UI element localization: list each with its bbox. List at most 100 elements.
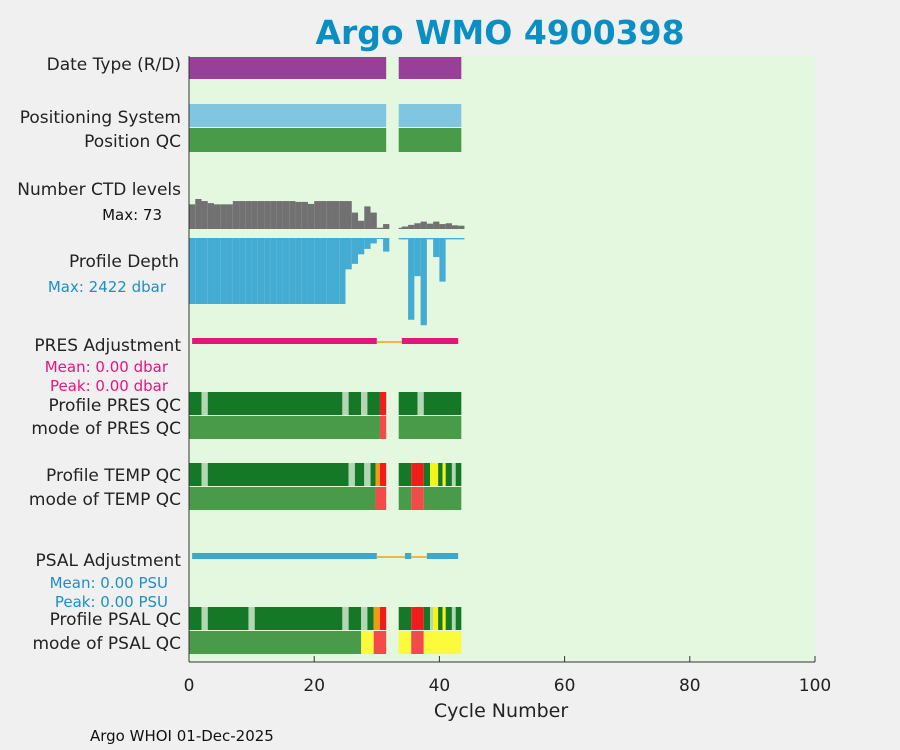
ctd-level-bar <box>245 201 252 229</box>
x-tick-label: 40 <box>429 676 451 696</box>
x-tick-label: 60 <box>554 676 576 696</box>
profile-psal-qc-segment <box>342 607 349 630</box>
ctd-level-bar <box>314 201 321 229</box>
profile-pres-qc-segment <box>417 392 424 415</box>
label-psal-peak: Peak: 0.00 PSU <box>55 593 168 611</box>
psal-adjustment-line <box>192 553 377 559</box>
x-tick-label: 0 <box>184 676 195 696</box>
profile-temp-qc-segment <box>364 463 371 486</box>
profile-depth-bar <box>276 238 283 304</box>
mode-psal-qc-segment <box>423 631 462 654</box>
positioning-system-bar <box>398 104 462 127</box>
ctd-level-bar <box>301 201 308 229</box>
profile-pres-qc-segment <box>207 392 343 415</box>
ctd-level-bar <box>383 224 390 229</box>
ctd-level-bar <box>401 226 409 229</box>
label-profile-psal-qc: Profile PSAL QC <box>50 610 181 630</box>
profile-depth-bar <box>207 238 215 304</box>
profile-depth-bar <box>458 238 465 240</box>
profile-psal-qc-segment <box>398 607 412 630</box>
ctd-level-bar <box>295 201 302 229</box>
label-mode-psal-qc: mode of PSAL QC <box>32 634 181 654</box>
profile-temp-qc-segment <box>201 463 208 486</box>
label-psal-mean: Mean: 0.00 PSU <box>50 574 168 592</box>
profile-psal-qc-segment <box>248 607 255 630</box>
ctd-level-bar <box>376 227 384 229</box>
profile-depth-bar <box>370 238 377 244</box>
label-mode-temp-qc: mode of TEMP QC <box>29 490 181 510</box>
profile-depth-bar <box>364 238 371 249</box>
ctd-level-bar <box>276 201 283 229</box>
profile-depth-bar <box>195 238 202 304</box>
ctd-level-bar <box>251 201 258 229</box>
profile-psal-qc-segment <box>379 607 387 630</box>
ctd-level-bar <box>320 201 327 229</box>
profile-temp-qc-segment <box>207 463 349 486</box>
label-mode-pres-qc: mode of PRES QC <box>31 419 181 439</box>
label-profile-temp-qc: Profile TEMP QC <box>46 466 181 486</box>
ctd-level-bar <box>364 206 371 229</box>
profile-pres-qc-segment <box>398 392 418 415</box>
profile-psal-qc-segment <box>207 607 249 630</box>
profile-psal-qc-segment <box>451 607 456 630</box>
profile-temp-qc-segment <box>438 463 443 486</box>
profile-temp-qc-segment <box>455 463 462 486</box>
ctd-level-bar <box>282 201 290 229</box>
position-qc-bar <box>398 128 462 152</box>
profile-temp-qc-segment <box>375 463 380 486</box>
psal-adjustment-line <box>376 556 405 558</box>
profile-psal-qc-segment <box>254 607 343 630</box>
ctd-level-bar <box>257 201 265 229</box>
chart-title: Argo WMO 4900398 <box>315 13 684 52</box>
ctd-level-bar <box>332 201 340 229</box>
mode-pres-qc-segment <box>189 416 380 439</box>
profile-depth-bar <box>307 238 315 304</box>
x-axis-label: Cycle Number <box>434 700 568 722</box>
ctd-level-bar <box>420 221 427 229</box>
profile-depth-bar <box>232 238 240 304</box>
profile-psal-qc-segment <box>201 607 208 630</box>
profile-depth-bar <box>289 238 296 304</box>
ctd-level-bar <box>220 204 227 229</box>
profile-psal-qc-segment <box>433 607 439 630</box>
ctd-level-bar <box>270 201 277 229</box>
ctd-level-bar <box>358 220 365 229</box>
profile-pres-qc-segment <box>379 392 387 415</box>
ctd-level-bar <box>239 201 246 229</box>
profile-depth-bar <box>314 238 321 304</box>
ctd-level-bar <box>289 201 296 229</box>
ctd-level-bar <box>439 224 446 229</box>
profile-psal-qc-segment <box>367 607 374 630</box>
ctd-level-bar <box>307 203 315 229</box>
profile-depth-bar <box>420 238 427 326</box>
profile-depth-bar <box>376 238 384 239</box>
profile-temp-qc-segment <box>451 463 456 486</box>
pres-adjustment-line <box>401 338 459 344</box>
label-depth-max: Max: 2422 dbar <box>48 278 167 296</box>
profile-psal-qc-segment <box>373 607 380 630</box>
profile-psal-qc-segment <box>361 607 368 630</box>
profile-depth-bar <box>220 238 227 304</box>
mode-psal-qc-segment <box>189 631 362 654</box>
profile-pres-qc-segment <box>348 392 362 415</box>
profile-depth-bar <box>351 238 359 264</box>
label-psal-adjustment: PSAL Adjustment <box>36 551 182 571</box>
ctd-level-bar <box>326 201 333 229</box>
profile-temp-qc-segment <box>430 463 434 486</box>
pres-adjustment-line <box>376 341 402 343</box>
profile-psal-qc-segment <box>423 607 431 630</box>
ctd-level-bar <box>351 212 359 229</box>
ctd-level-bar <box>445 223 452 229</box>
ctd-level-bar <box>214 204 221 229</box>
label-pres-adjustment: PRES Adjustment <box>34 336 181 356</box>
psal-adjustment-line <box>404 553 412 559</box>
profile-depth-bar <box>433 238 440 258</box>
profile-temp-qc-segment <box>189 463 202 486</box>
profile-depth-bar <box>439 238 446 282</box>
mode-psal-qc-segment <box>411 631 424 654</box>
label-ctd-levels: Number CTD levels <box>17 180 181 200</box>
profile-temp-qc-segment <box>442 463 446 486</box>
ctd-level-bar <box>426 223 434 229</box>
profile-pres-qc-segment <box>367 392 380 415</box>
mode-temp-qc-segment <box>411 487 424 510</box>
